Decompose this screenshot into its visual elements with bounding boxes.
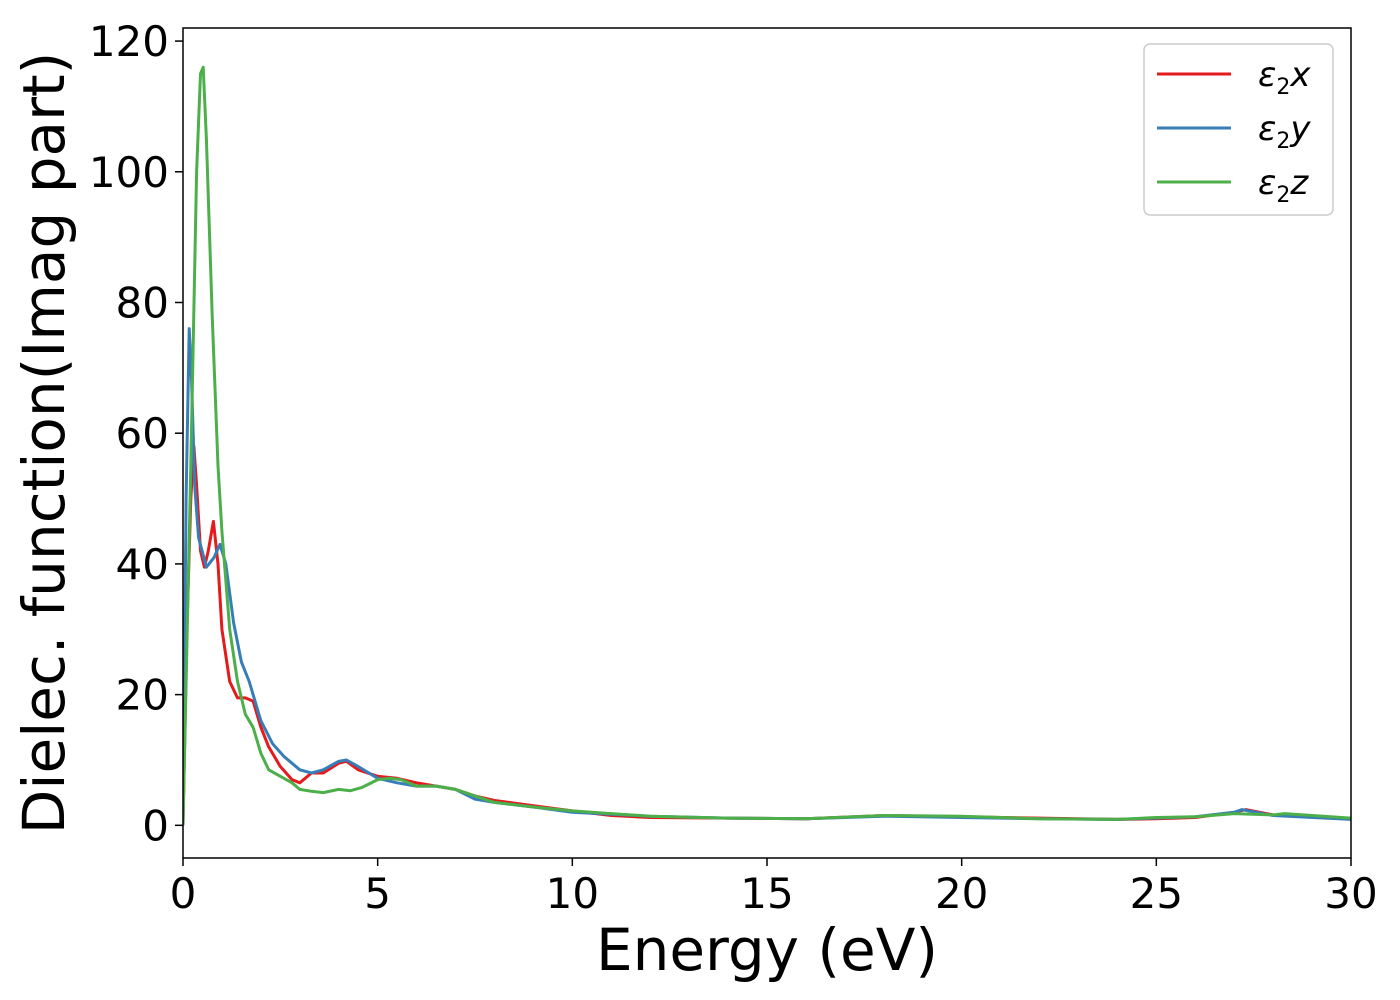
series-line-2 xyxy=(183,327,1351,826)
legend: ε2x ε2y ε2z xyxy=(1143,43,1334,216)
legend-label: ε2y xyxy=(1258,109,1311,154)
y-tick-label: 120 xyxy=(89,17,169,66)
legend-label: ε2x xyxy=(1258,55,1311,100)
x-tick-label: 10 xyxy=(546,869,599,918)
x-tick-label: 20 xyxy=(935,869,988,918)
y-tick-label: 0 xyxy=(142,801,169,850)
y-tick-label: 40 xyxy=(116,540,169,589)
x-tick-label: 25 xyxy=(1130,869,1183,918)
x-tick-label: 30 xyxy=(1324,869,1377,918)
y-tick-label: 60 xyxy=(116,409,169,458)
x-axis-label: Energy (eV) xyxy=(596,916,938,984)
series-layer xyxy=(183,65,1351,826)
legend-box xyxy=(1143,43,1334,216)
x-tick-label: 15 xyxy=(740,869,793,918)
y-tick-label: 80 xyxy=(116,278,169,327)
y-axis-label: Dielec. function(Imag part) xyxy=(10,52,78,835)
y-tick-label: 20 xyxy=(116,671,169,720)
series-line-3 xyxy=(183,65,1351,826)
x-axis-ticks: 0 5 10 15 20 25 30 xyxy=(170,858,1378,918)
x-tick-label: 5 xyxy=(364,869,391,918)
y-tick-label: 100 xyxy=(89,148,169,197)
series-line-1 xyxy=(183,444,1351,826)
y-axis-ticks: 0 20 40 60 80 100 120 xyxy=(89,17,183,850)
x-tick-label: 0 xyxy=(170,869,197,918)
legend-label: ε2z xyxy=(1258,163,1309,208)
